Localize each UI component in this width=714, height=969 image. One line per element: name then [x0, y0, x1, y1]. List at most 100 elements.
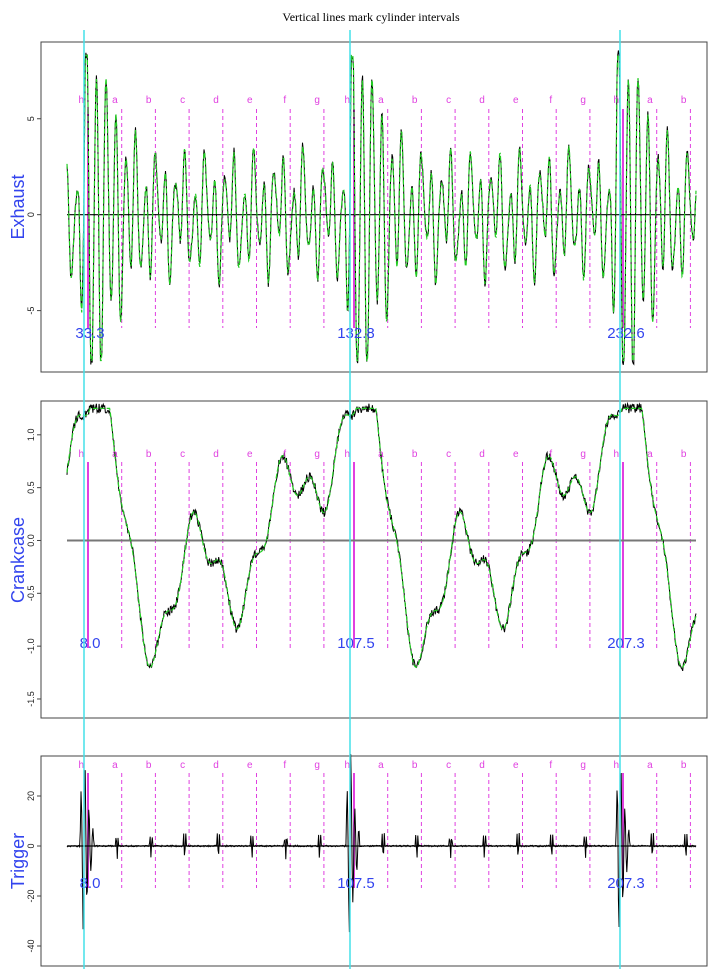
trigger-cycle-annotation: 107.5 [337, 875, 375, 892]
trigger-cylinder-label: b [146, 760, 152, 771]
exhaust-ytick-label: 5 [26, 116, 36, 121]
trigger-cylinder-label: a [647, 760, 653, 771]
exhaust-cylinder-label: d [213, 95, 219, 106]
crankcase-ytick-label: -1.5 [26, 691, 36, 707]
crankcase-ytick-label: -1.0 [26, 638, 36, 654]
trigger-cycle-annotation: 207.3 [607, 875, 645, 892]
exhaust-cylinder-label: a [647, 95, 653, 106]
trigger-cylinder-label: h [344, 760, 350, 771]
exhaust-cylinder-label: f [283, 95, 286, 106]
exhaust-cylinder-label: g [580, 95, 586, 106]
trigger-cylinder-label: c [180, 760, 185, 771]
crankcase-y-axis: 1.0 0.5 0.0 -0.5 -1.0 -1.5 [26, 429, 41, 707]
exhaust-y-axis: 5 0 -5 [26, 116, 41, 315]
exhaust-cylinder-label: c [180, 95, 185, 106]
exhaust-cycle-annotation: 132.8 [337, 325, 375, 342]
exhaust-cylinder-label: c [446, 95, 451, 106]
crankcase-cylinder-label: e [247, 449, 253, 460]
exhaust-cylinder-label: b [146, 95, 152, 106]
crankcase-cylinder-label: g [314, 449, 320, 460]
trigger-series [66, 754, 697, 933]
crankcase-cylinder-label: h [78, 449, 84, 460]
crankcase-cycle-annotation: 207.3 [607, 635, 645, 652]
trigger-ytick-label: 0 [26, 843, 36, 848]
trigger-ytick-label: -40 [26, 939, 36, 952]
crankcase-cylinder-label: h [613, 449, 619, 460]
exhaust-cylinder-label: g [314, 95, 320, 106]
crankcase-cylinder-label: d [213, 449, 219, 460]
crankcase-cylinder-label: h [344, 449, 350, 460]
trigger-ytick-label: -20 [26, 889, 36, 902]
trigger-cylinder-label: a [378, 760, 384, 771]
cycle-marker-lines [83, 30, 621, 969]
trigger-cylinder-label: e [247, 760, 253, 771]
chart-title: Vertical lines mark cylinder intervals [282, 10, 460, 24]
trigger-cylinder-label: f [549, 760, 552, 771]
crankcase-cylinder-label: a [378, 449, 384, 460]
crankcase-cylinder-label: f [549, 449, 552, 460]
exhaust-ylabel: Exhaust [8, 174, 28, 239]
exhaust-cycle-annotation: 33.3 [75, 325, 104, 342]
crankcase-frame [40, 400, 708, 719]
crankcase-signal-line [66, 401, 697, 672]
trigger-cylinder-label: c [446, 760, 451, 771]
exhaust-fitted-line [66, 54, 697, 362]
trigger-cylinder-label: a [112, 760, 118, 771]
exhaust-cylinder-label: d [479, 95, 485, 106]
exhaust-cylinder-label: a [112, 95, 118, 106]
exhaust-ytick-label: -5 [26, 307, 36, 315]
crankcase-cylinder-label: d [479, 449, 485, 460]
trigger-cycle-annotation: 8.0 [80, 875, 101, 892]
trigger-cylinder-label: d [213, 760, 219, 771]
crankcase-cylinder-label: b [681, 449, 687, 460]
crankcase-fitted-line [66, 407, 697, 668]
exhaust-cylinder-label: b [681, 95, 687, 106]
crankcase-cylinder-label: c [180, 449, 185, 460]
crankcase-cycle-annotation: 107.5 [337, 635, 375, 652]
trigger-frame [40, 755, 708, 967]
exhaust-cylinder-label: h [613, 95, 619, 106]
trigger-cylinder-lines [87, 773, 691, 888]
crankcase-cycle-annotation: 8.0 [80, 635, 101, 652]
exhaust-ytick-label: 0 [26, 212, 36, 217]
crankcase-ylabel: Crankcase [8, 517, 28, 603]
exhaust-cylinder-label: h [78, 95, 84, 106]
crankcase-annotations: 8.0 107.5 207.3 [80, 635, 645, 652]
exhaust-cylinder-label: b [412, 95, 418, 106]
crankcase-cylinder-label: f [283, 449, 286, 460]
trigger-ytick-label: 20 [26, 791, 36, 801]
trigger-cylinder-label: b [681, 760, 687, 771]
exhaust-cylinder-label: e [247, 95, 253, 106]
exhaust-annotations: 33.3 132.8 232.6 [75, 325, 644, 342]
crankcase-cylinder-lines [87, 462, 691, 648]
trigger-y-axis: 20 0 -20 -40 [26, 791, 41, 953]
crankcase-cylinder-label: g [580, 449, 586, 460]
trigger-cylinder-label: h [78, 760, 84, 771]
exhaust-cylinder-label: e [513, 95, 519, 106]
crankcase-ytick-label: 0.5 [26, 481, 36, 494]
trigger-cylinder-label: g [314, 760, 320, 771]
exhaust-frame [40, 41, 708, 373]
trigger-ylabel: Trigger [8, 833, 28, 889]
crankcase-ytick-label: -0.5 [26, 586, 36, 602]
exhaust-series [66, 50, 697, 366]
crankcase-ytick-label: 1.0 [26, 429, 36, 442]
exhaust-cylinder-label: a [378, 95, 384, 106]
trigger-cylinder-label: h [613, 760, 619, 771]
trigger-cylinder-label: d [479, 760, 485, 771]
trigger-panel: Trigger 20 0 -20 -40 h a b c d e f g h a b c d e f g h a b 8.… [8, 754, 708, 967]
trigger-annotations: 8.0 107.5 207.3 [80, 875, 645, 892]
crankcase-cylinder-label: a [112, 449, 118, 460]
trigger-cylinder-label: f [283, 760, 286, 771]
crankcase-panel: Crankcase 1.0 0.5 0.0 -0.5 -1.0 -1.5 h a b c d e f g… [8, 400, 708, 719]
exhaust-panel: Exhaust 5 0 -5 h a b c d e f g h a b c d e f g h a b 33.3 132… [8, 41, 708, 373]
trigger-cylinder-label: b [412, 760, 418, 771]
exhaust-cycle-annotation: 232.6 [607, 325, 645, 342]
crankcase-ytick-label: 0.0 [26, 534, 36, 547]
crankcase-cylinder-label: a [647, 449, 653, 460]
trigger-cylinder-label: g [580, 760, 586, 771]
crankcase-cylinder-label: b [146, 449, 152, 460]
